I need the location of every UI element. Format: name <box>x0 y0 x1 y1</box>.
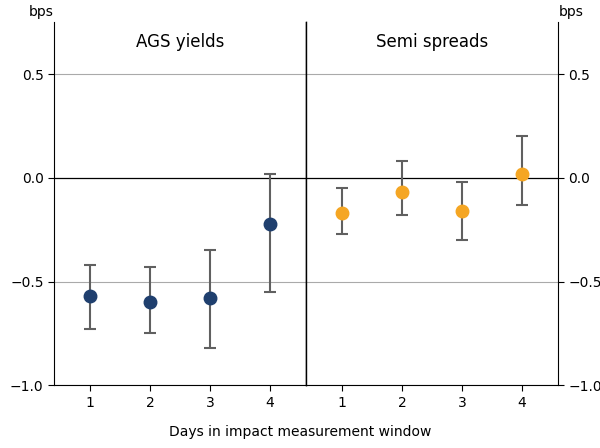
Text: bps: bps <box>559 5 583 19</box>
Text: Days in impact measurement window: Days in impact measurement window <box>169 425 431 439</box>
Text: bps: bps <box>29 5 53 19</box>
Text: Semi spreads: Semi spreads <box>376 33 488 51</box>
Text: AGS yields: AGS yields <box>136 33 224 51</box>
